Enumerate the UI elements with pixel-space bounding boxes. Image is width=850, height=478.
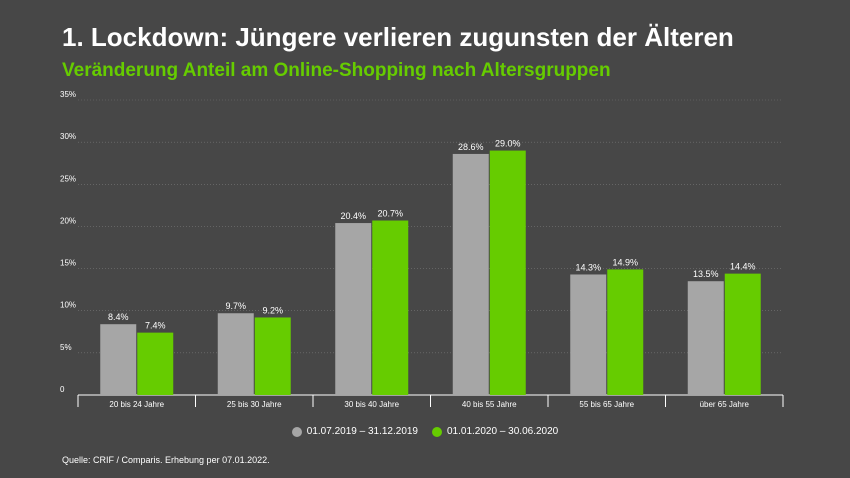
y-tick-label: 10% xyxy=(60,301,76,310)
y-tick-label: 35% xyxy=(60,90,76,99)
y-tick-label: 15% xyxy=(60,259,76,268)
bar-series-1 xyxy=(570,274,607,395)
x-tick-label: 40 bis 55 Jahre xyxy=(462,400,517,409)
x-tick-label: 25 bis 30 Jahre xyxy=(227,400,282,409)
x-tick-label: 20 bis 24 Jahre xyxy=(109,400,164,409)
bar-series-1 xyxy=(100,324,137,395)
source-note: Quelle: CRIF / Comparis. Erhebung per 07… xyxy=(62,455,270,465)
legend-label-series-2: 01.01.2020 – 30.06.2020 xyxy=(447,426,559,437)
data-label-series-1: 13.5% xyxy=(693,269,719,279)
legend-label-series-1: 01.07.2019 – 31.12.2019 xyxy=(306,426,418,437)
x-tick-label: 30 bis 40 Jahre xyxy=(344,400,399,409)
data-label-series-1: 20.4% xyxy=(340,211,366,221)
data-label-series-1: 9.7% xyxy=(225,301,246,311)
data-label-series-1: 8.4% xyxy=(108,312,129,322)
data-label-series-2: 7.4% xyxy=(145,321,166,331)
bar-series-1 xyxy=(335,223,372,395)
data-label-series-2: 14.4% xyxy=(730,262,756,272)
data-label-series-1: 28.6% xyxy=(458,142,484,152)
bar-series-2 xyxy=(372,220,409,395)
chart-title: 1. Lockdown: Jüngere verlieren zugunsten… xyxy=(62,22,734,52)
bar-series-1 xyxy=(687,281,724,395)
chart-subtitle: Veränderung Anteil am Online-Shopping na… xyxy=(62,60,611,81)
y-tick-label: 30% xyxy=(60,132,76,141)
y-tick-label: 5% xyxy=(60,343,72,352)
legend-item-series-2: 01.01.2020 – 30.06.2020 xyxy=(432,426,558,437)
legend-item-series-1: 01.07.2019 – 31.12.2019 xyxy=(291,426,418,437)
data-label-series-2: 20.7% xyxy=(377,209,403,219)
x-tick-label: 55 bis 65 Jahre xyxy=(579,400,634,409)
bar-series-1 xyxy=(452,153,489,395)
x-tick-label: über 65 Jahre xyxy=(700,400,750,409)
bar-series-1 xyxy=(217,313,254,395)
bar-series-2 xyxy=(137,332,174,395)
bar-series-2 xyxy=(607,269,644,395)
y-tick-label: 25% xyxy=(60,174,76,183)
data-label-series-2: 29.0% xyxy=(495,139,521,149)
bar-series-2 xyxy=(254,317,291,395)
legend-swatch-series-2 xyxy=(432,426,442,437)
y-tick-label: 0 xyxy=(60,385,65,394)
bar-series-2 xyxy=(724,273,761,395)
y-tick-label: 20% xyxy=(60,216,76,225)
data-label-series-2: 9.2% xyxy=(262,305,283,315)
chart-legend: 01.07.2019 – 31.12.2019 01.01.2020 – 30.… xyxy=(0,426,850,437)
data-label-series-2: 14.9% xyxy=(612,257,638,267)
bar-series-2 xyxy=(489,150,526,395)
legend-swatch-series-1 xyxy=(291,426,302,437)
data-label-series-1: 14.3% xyxy=(575,262,601,272)
